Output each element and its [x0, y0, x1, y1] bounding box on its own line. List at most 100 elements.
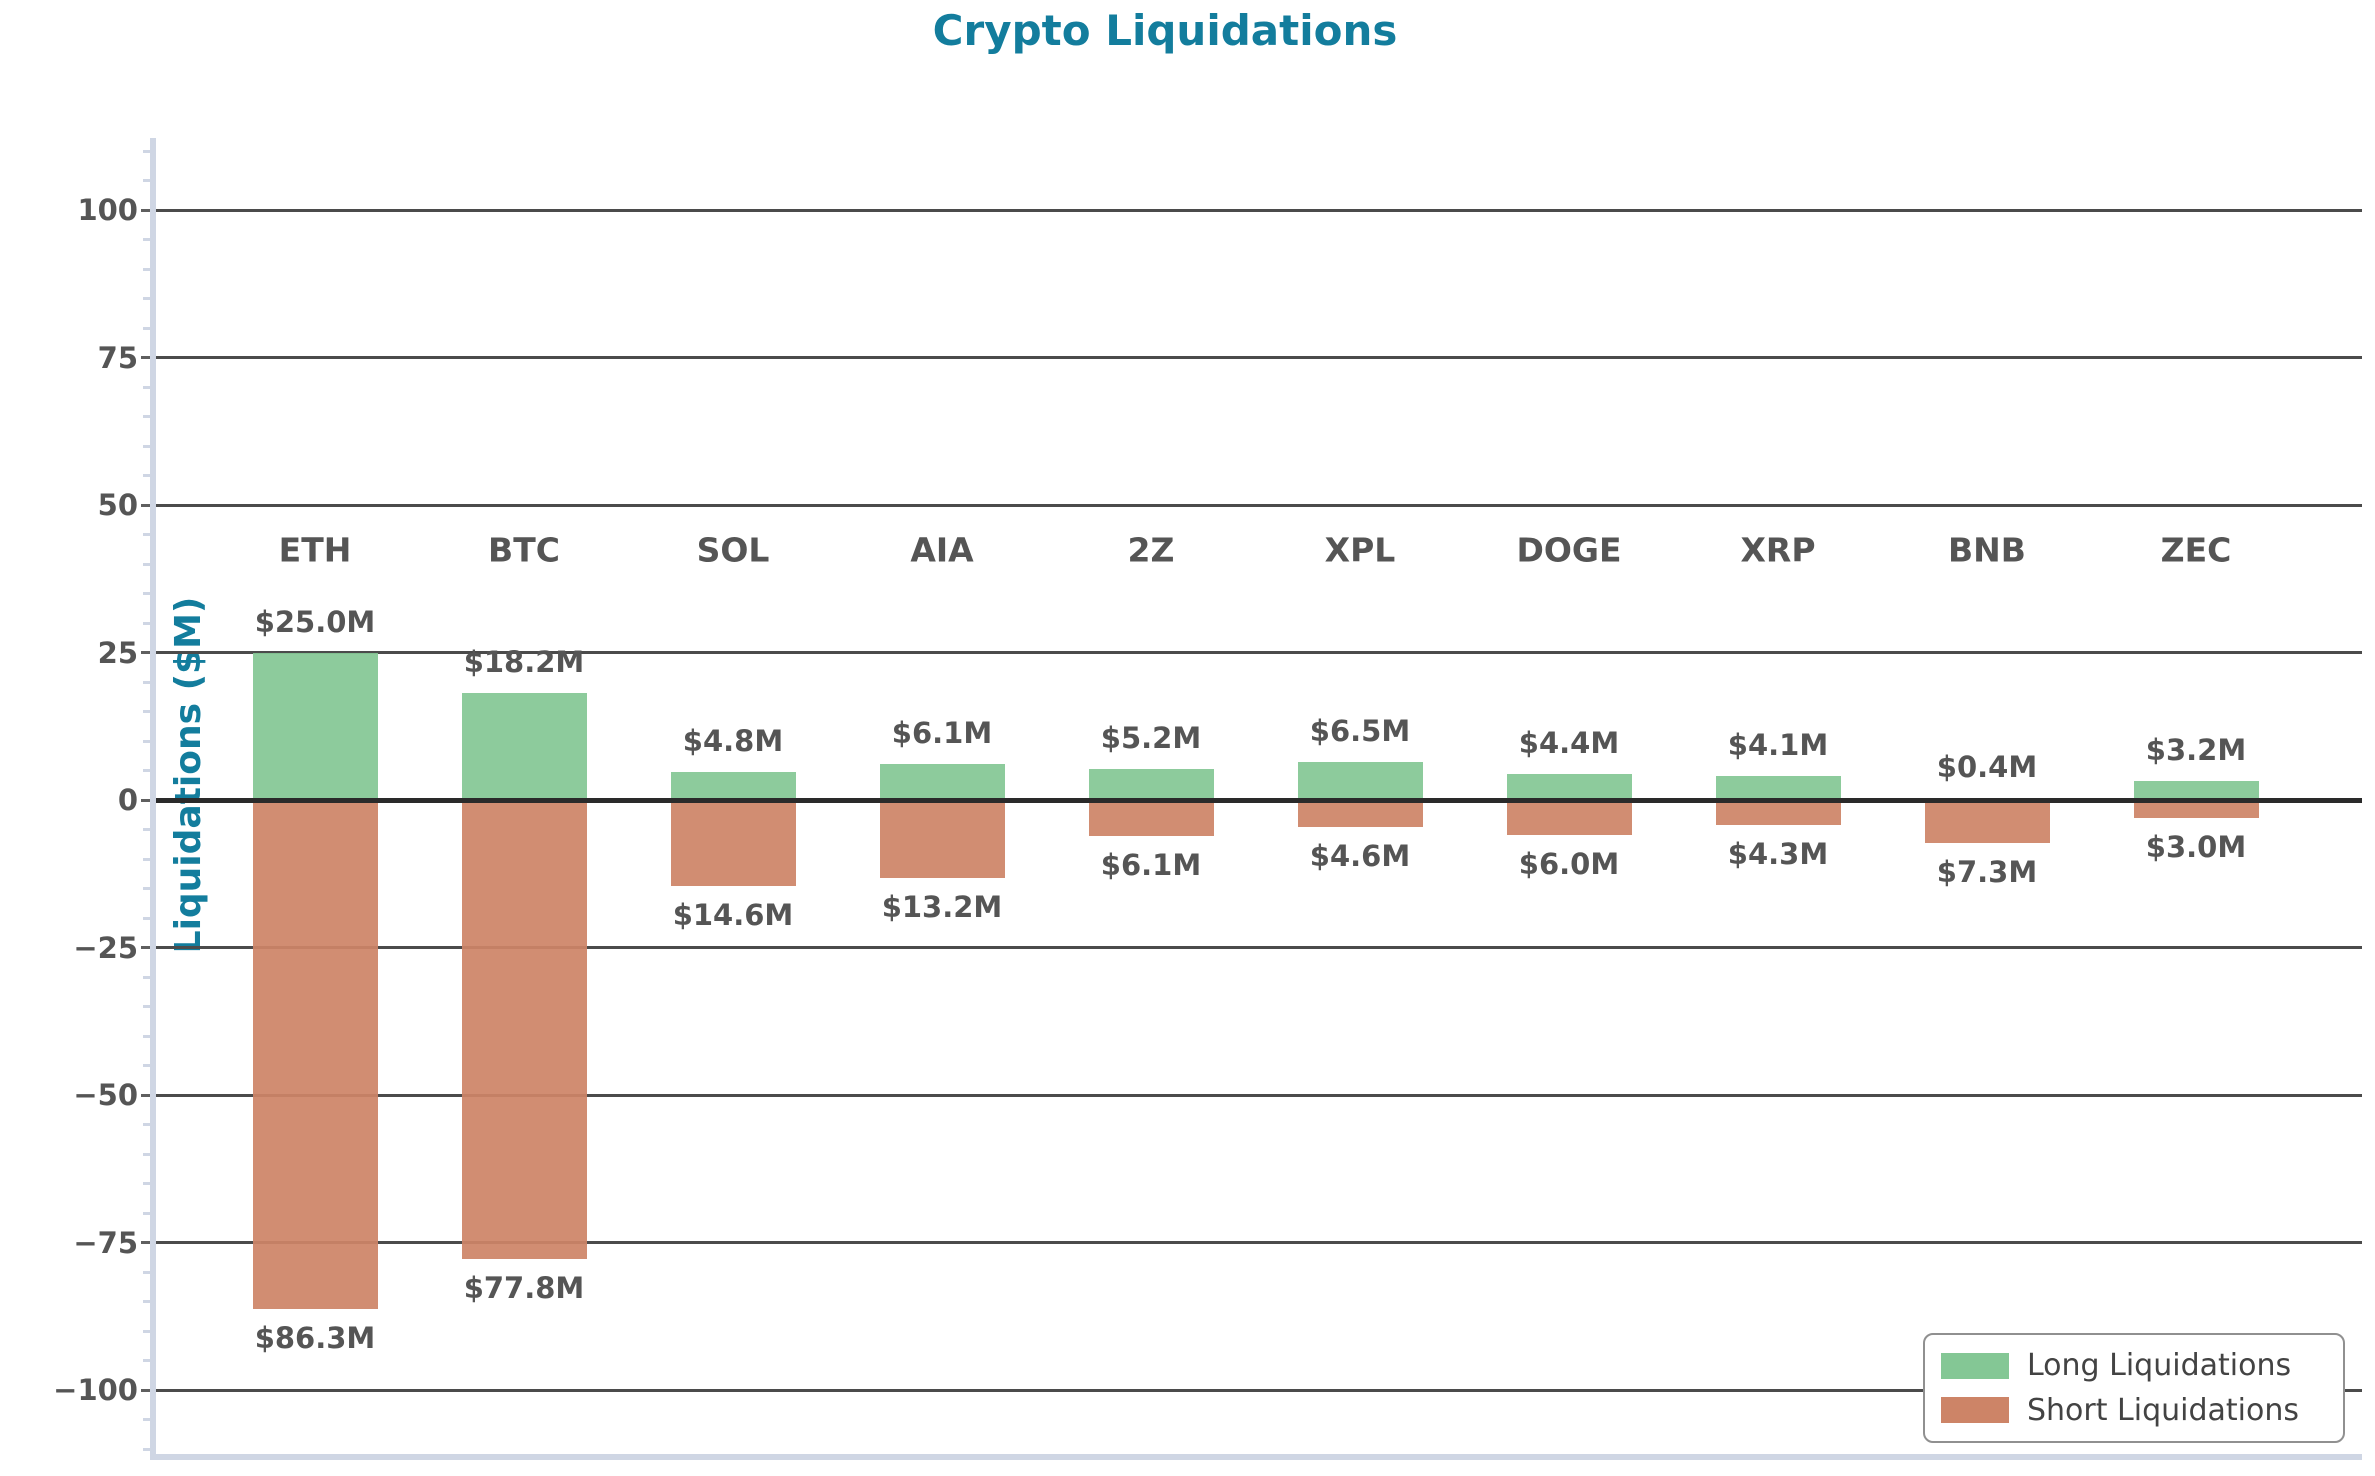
- bar-short: [1297, 800, 1423, 828]
- y-tick-label: −75: [73, 1225, 138, 1260]
- bar-value-label-short: $4.6M: [1309, 839, 1411, 874]
- category-label: XRP: [1740, 530, 1816, 570]
- y-minor-tick: [143, 975, 152, 979]
- y-major-tick: [141, 208, 152, 212]
- bar-value-label-short: $86.3M: [254, 1321, 376, 1356]
- category-label: SOL: [696, 530, 770, 570]
- y-minor-tick: [143, 1182, 152, 1185]
- bar-short: [1715, 800, 1841, 826]
- y-minor-tick: [143, 533, 152, 536]
- gridline: [155, 356, 2362, 359]
- y-major-tick: [141, 1241, 152, 1244]
- bar-value-label-short: $7.3M: [1936, 855, 2038, 890]
- y-minor-tick: [143, 769, 152, 772]
- y-minor-tick: [143, 592, 152, 595]
- y-major-tick: [141, 1388, 152, 1392]
- y-minor-tick: [143, 444, 152, 448]
- category-label: BTC: [488, 530, 560, 570]
- bar-value-label-long: $18.2M: [463, 644, 585, 679]
- y-minor-tick: [143, 1300, 152, 1303]
- y-minor-tick: [143, 415, 152, 418]
- legend: Long Liquidations Short Liquidations: [1923, 1333, 2345, 1443]
- y-minor-tick: [143, 238, 152, 241]
- y-minor-tick: [143, 621, 152, 625]
- bar-value-label-short: $13.2M: [881, 889, 1003, 924]
- y-minor-tick: [143, 1211, 152, 1215]
- y-minor-tick: [143, 828, 152, 831]
- y-axis-spine: [150, 138, 156, 1460]
- legend-item-short: Short Liquidations: [1941, 1393, 2343, 1428]
- y-minor-tick: [143, 887, 152, 890]
- category-label: ZEC: [2160, 530, 2232, 570]
- bar-value-label-short: $6.0M: [1518, 847, 1620, 882]
- y-minor-tick: [143, 326, 152, 330]
- bar-short: [461, 800, 587, 1260]
- legend-label-short: Short Liquidations: [2027, 1392, 2300, 1428]
- bar-short: [879, 800, 1005, 878]
- x-axis-spine: [150, 1454, 2362, 1460]
- y-minor-tick: [143, 1005, 152, 1008]
- legend-swatch-long-icon: [1941, 1352, 2009, 1379]
- bar-value-label-long: $0.4M: [1936, 749, 2038, 784]
- y-minor-tick: [143, 385, 152, 389]
- chart-title: Crypto Liquidations: [932, 6, 1398, 55]
- y-tick-label: −25: [73, 930, 138, 965]
- bar-value-label-long: $3.2M: [2145, 733, 2247, 768]
- bar-short: [2133, 800, 2259, 818]
- y-minor-tick: [143, 562, 152, 566]
- y-minor-tick: [143, 1064, 152, 1067]
- zero-gridline: [155, 797, 2362, 803]
- y-tick-label: 100: [77, 193, 138, 227]
- category-label: DOGE: [1516, 530, 1622, 570]
- gridline: [155, 208, 2362, 212]
- bar-value-label-short: $3.0M: [2145, 829, 2247, 864]
- y-major-tick: [141, 1093, 152, 1097]
- y-tick-label: −100: [53, 1373, 138, 1407]
- bar-long: [1715, 775, 1841, 800]
- bar-value-label-long: $4.8M: [682, 723, 784, 758]
- bar-short: [1924, 800, 2050, 844]
- gridline: [155, 946, 2362, 949]
- y-major-tick: [141, 798, 152, 802]
- y-tick-label: −50: [73, 1078, 138, 1112]
- y-major-tick: [141, 651, 152, 654]
- gridline: [155, 1241, 2362, 1244]
- bar-short: [1088, 800, 1214, 836]
- bar-long: [1506, 774, 1632, 800]
- bar-value-label-long: $4.4M: [1518, 726, 1620, 761]
- bar-value-label-short: $6.1M: [1100, 847, 1202, 882]
- gridline: [155, 1093, 2362, 1097]
- y-tick-label: 50: [97, 488, 138, 522]
- bar-long: [1297, 761, 1423, 800]
- y-minor-tick: [143, 1152, 152, 1156]
- gridline: [155, 651, 2362, 654]
- bar-value-label-short: $4.3M: [1727, 837, 1829, 872]
- legend-label-long: Long Liquidations: [2027, 1348, 2292, 1384]
- y-tick-label: 75: [97, 340, 138, 375]
- legend-item-long: Long Liquidations: [1941, 1348, 2343, 1383]
- y-tick-label: 25: [97, 635, 138, 670]
- bar-long: [461, 692, 587, 800]
- y-minor-tick: [143, 1418, 152, 1421]
- y-minor-tick: [143, 680, 152, 684]
- y-major-tick: [141, 946, 152, 949]
- y-minor-tick: [143, 267, 152, 271]
- bar-value-label-long: $6.5M: [1309, 713, 1411, 748]
- bar-short: [1506, 800, 1632, 836]
- y-tick-label: 0: [117, 783, 138, 817]
- y-minor-tick: [143, 1123, 152, 1126]
- y-minor-tick: [143, 1270, 152, 1274]
- category-label: BNB: [1948, 530, 2026, 570]
- y-minor-tick: [143, 916, 152, 920]
- category-label: 2Z: [1127, 530, 1175, 570]
- bar-short: [670, 800, 796, 887]
- category-label: ETH: [278, 530, 352, 570]
- bar-long: [670, 771, 796, 800]
- legend-swatch-short-icon: [1941, 1397, 2009, 1424]
- bar-value-label-long: $6.1M: [891, 716, 993, 750]
- y-minor-tick: [143, 1034, 152, 1038]
- category-label: AIA: [910, 530, 974, 570]
- y-minor-tick: [143, 297, 152, 300]
